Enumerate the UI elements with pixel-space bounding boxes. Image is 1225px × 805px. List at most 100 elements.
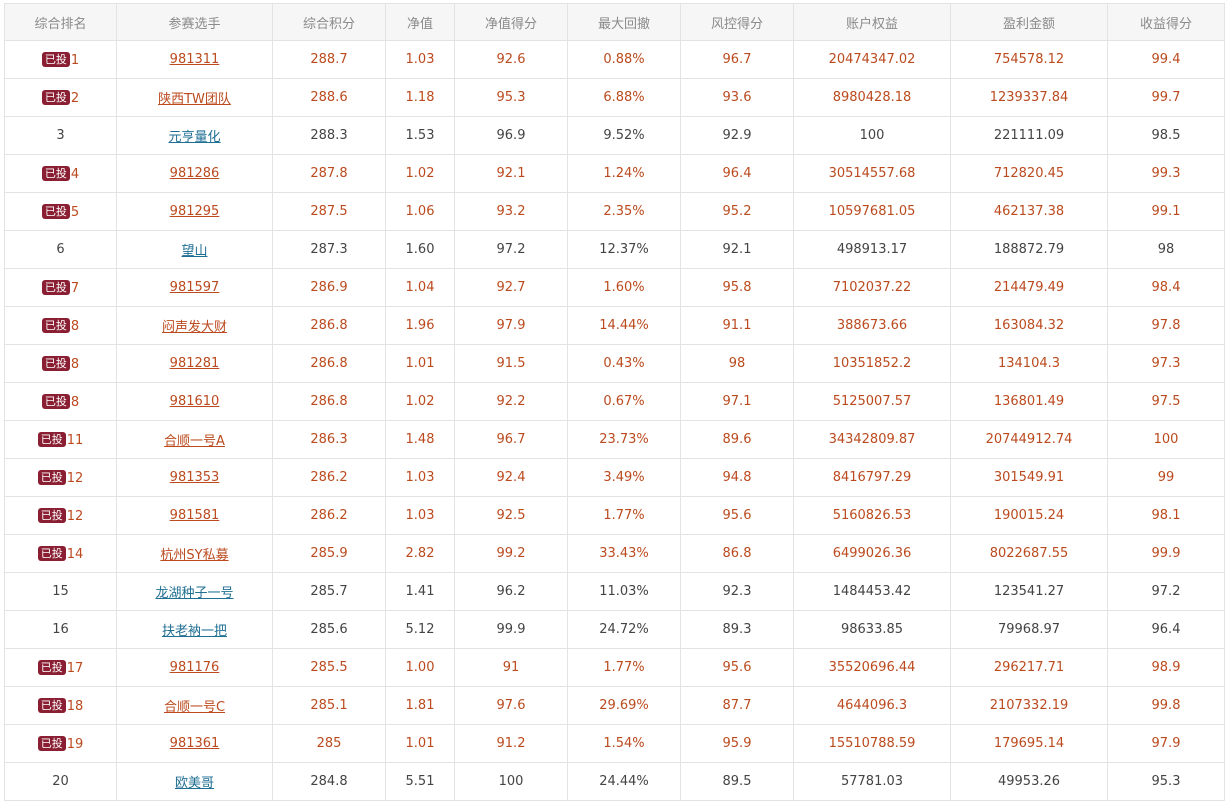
score-cell: 286.9	[272, 268, 386, 307]
equity-cell: 10597681.05	[793, 192, 951, 231]
player-link[interactable]: 合顺一号A	[164, 434, 225, 449]
max-drawdown-cell: 14.44%	[567, 306, 681, 345]
nav-score-cell: 96.9	[454, 116, 568, 155]
nav-cell: 1.03	[385, 496, 455, 535]
equity-cell: 8980428.18	[793, 78, 951, 117]
player-link[interactable]: 杭州SY私募	[160, 548, 229, 563]
table-body: 已投 1 981311 288.7 1.03 92.6 0.88% 96.7 20474347.…	[4, 40, 1225, 801]
player-link[interactable]: 981361	[169, 736, 220, 751]
player-link[interactable]: 闷声发大财	[161, 320, 227, 335]
score-cell: 287.5	[272, 192, 386, 231]
player-link[interactable]: 981610	[169, 394, 220, 409]
player-cell: 元亨量化	[116, 116, 273, 155]
return-score-cell: 97.5	[1107, 382, 1225, 421]
player-cell: 杭州SY私募	[116, 534, 273, 573]
max-drawdown-cell: 33.43%	[567, 534, 681, 573]
equity-cell: 20474347.02	[793, 40, 951, 79]
risk-score-cell: 89.5	[680, 762, 794, 801]
max-drawdown-cell: 3.49%	[567, 458, 681, 497]
table-row: 3 元亨量化 288.3 1.53 96.9 9.52% 92.9 100 221111.09 9…	[4, 116, 1225, 155]
invested-badge: 已投	[41, 51, 70, 67]
player-link[interactable]: 981295	[169, 204, 220, 219]
nav-score-cell: 92.7	[454, 268, 568, 307]
table-row: 15 龙湖种子一号 285.7 1.41 96.2 11.03% 92.3 1484453.4…	[4, 572, 1225, 611]
table-row: 已投 8 981610 286.8 1.02 92.2 0.67% 97.1 5125007.5…	[4, 382, 1225, 421]
player-cell: 陕西TW团队	[116, 78, 273, 117]
nav-cell: 1.81	[385, 686, 455, 725]
nav-score-cell: 92.5	[454, 496, 568, 535]
nav-cell: 1.04	[385, 268, 455, 307]
player-cell: 981581	[116, 496, 273, 535]
rank-cell: 已投 18	[4, 686, 117, 725]
nav-cell: 1.48	[385, 420, 455, 459]
player-link[interactable]: 龙湖种子一号	[155, 586, 234, 601]
player-link[interactable]: 扶老衲一把	[161, 624, 227, 639]
player-link[interactable]: 欧美哥	[174, 776, 214, 791]
player-cell: 981176	[116, 648, 273, 687]
column-header-rank: 综合排名	[4, 3, 117, 41]
nav-score-cell: 92.2	[454, 382, 568, 421]
return-score-cell: 98.4	[1107, 268, 1225, 307]
invested-badge: 已投	[37, 545, 66, 561]
player-cell: 981361	[116, 724, 273, 763]
score-cell: 284.8	[272, 762, 386, 801]
equity-cell: 8416797.29	[793, 458, 951, 497]
rank-value: 14	[66, 546, 84, 562]
risk-score-cell: 87.7	[680, 686, 794, 725]
profit-cell: 79968.97	[950, 610, 1108, 649]
nav-cell: 1.01	[385, 344, 455, 383]
table-row: 已投 14 杭州SY私募 285.9 2.82 99.2 33.43% 86.8 6499026…	[4, 534, 1225, 573]
player-link[interactable]: 合顺一号C	[163, 700, 226, 715]
equity-cell: 100	[793, 116, 951, 155]
equity-cell: 10351852.2	[793, 344, 951, 383]
rank-cell: 已投 19	[4, 724, 117, 763]
table-row: 已投 12 981353 286.2 1.03 92.4 3.49% 94.8 8416797.…	[4, 458, 1225, 497]
invested-badge: 已投	[41, 279, 70, 295]
return-score-cell: 99.4	[1107, 40, 1225, 79]
score-cell: 286.8	[272, 306, 386, 345]
nav-score-cell: 92.4	[454, 458, 568, 497]
player-link[interactable]: 981311	[169, 52, 220, 67]
nav-score-cell: 97.2	[454, 230, 568, 269]
score-cell: 288.6	[272, 78, 386, 117]
profit-cell: 179695.14	[950, 724, 1108, 763]
player-link[interactable]: 981581	[169, 508, 220, 523]
column-header-player: 参赛选手	[116, 3, 273, 41]
player-link[interactable]: 981353	[169, 470, 220, 485]
table-header: 综合排名 参赛选手 综合积分 净值 净值得分 最大回撤 风控得分 账户权益 盈利…	[4, 3, 1225, 41]
max-drawdown-cell: 2.35%	[567, 192, 681, 231]
nav-score-cell: 96.7	[454, 420, 568, 459]
nav-cell: 1.00	[385, 648, 455, 687]
table-row: 已投 2 陕西TW团队 288.6 1.18 95.3 6.88% 93.6 8980428.1…	[4, 78, 1225, 117]
equity-cell: 57781.03	[793, 762, 951, 801]
rank-cell: 已投 1	[4, 40, 117, 79]
table-row: 已投 12 981581 286.2 1.03 92.5 1.77% 95.6 5160826.…	[4, 496, 1225, 535]
player-link[interactable]: 981597	[169, 280, 220, 295]
max-drawdown-cell: 0.43%	[567, 344, 681, 383]
player-cell: 981353	[116, 458, 273, 497]
player-link[interactable]: 981281	[169, 356, 220, 371]
return-score-cell: 99.7	[1107, 78, 1225, 117]
player-link[interactable]: 981176	[169, 660, 220, 675]
player-link[interactable]: 望山	[181, 244, 208, 259]
risk-score-cell: 96.4	[680, 154, 794, 193]
column-header-return-score: 收益得分	[1107, 3, 1225, 41]
max-drawdown-cell: 29.69%	[567, 686, 681, 725]
table-row: 已投 7 981597 286.9 1.04 92.7 1.60% 95.8 7102037.2…	[4, 268, 1225, 307]
risk-score-cell: 97.1	[680, 382, 794, 421]
player-cell: 981281	[116, 344, 273, 383]
invested-badge: 已投	[41, 393, 70, 409]
player-link[interactable]: 元亨量化	[168, 130, 221, 145]
column-header-equity: 账户权益	[793, 3, 951, 41]
profit-cell: 296217.71	[950, 648, 1108, 687]
nav-cell: 2.82	[385, 534, 455, 573]
risk-score-cell: 94.8	[680, 458, 794, 497]
player-link[interactable]: 陕西TW团队	[158, 92, 231, 107]
player-link[interactable]: 981286	[169, 166, 220, 181]
profit-cell: 188872.79	[950, 230, 1108, 269]
return-score-cell: 99.1	[1107, 192, 1225, 231]
max-drawdown-cell: 11.03%	[567, 572, 681, 611]
return-score-cell: 97.8	[1107, 306, 1225, 345]
max-drawdown-cell: 12.37%	[567, 230, 681, 269]
return-score-cell: 99.9	[1107, 534, 1225, 573]
